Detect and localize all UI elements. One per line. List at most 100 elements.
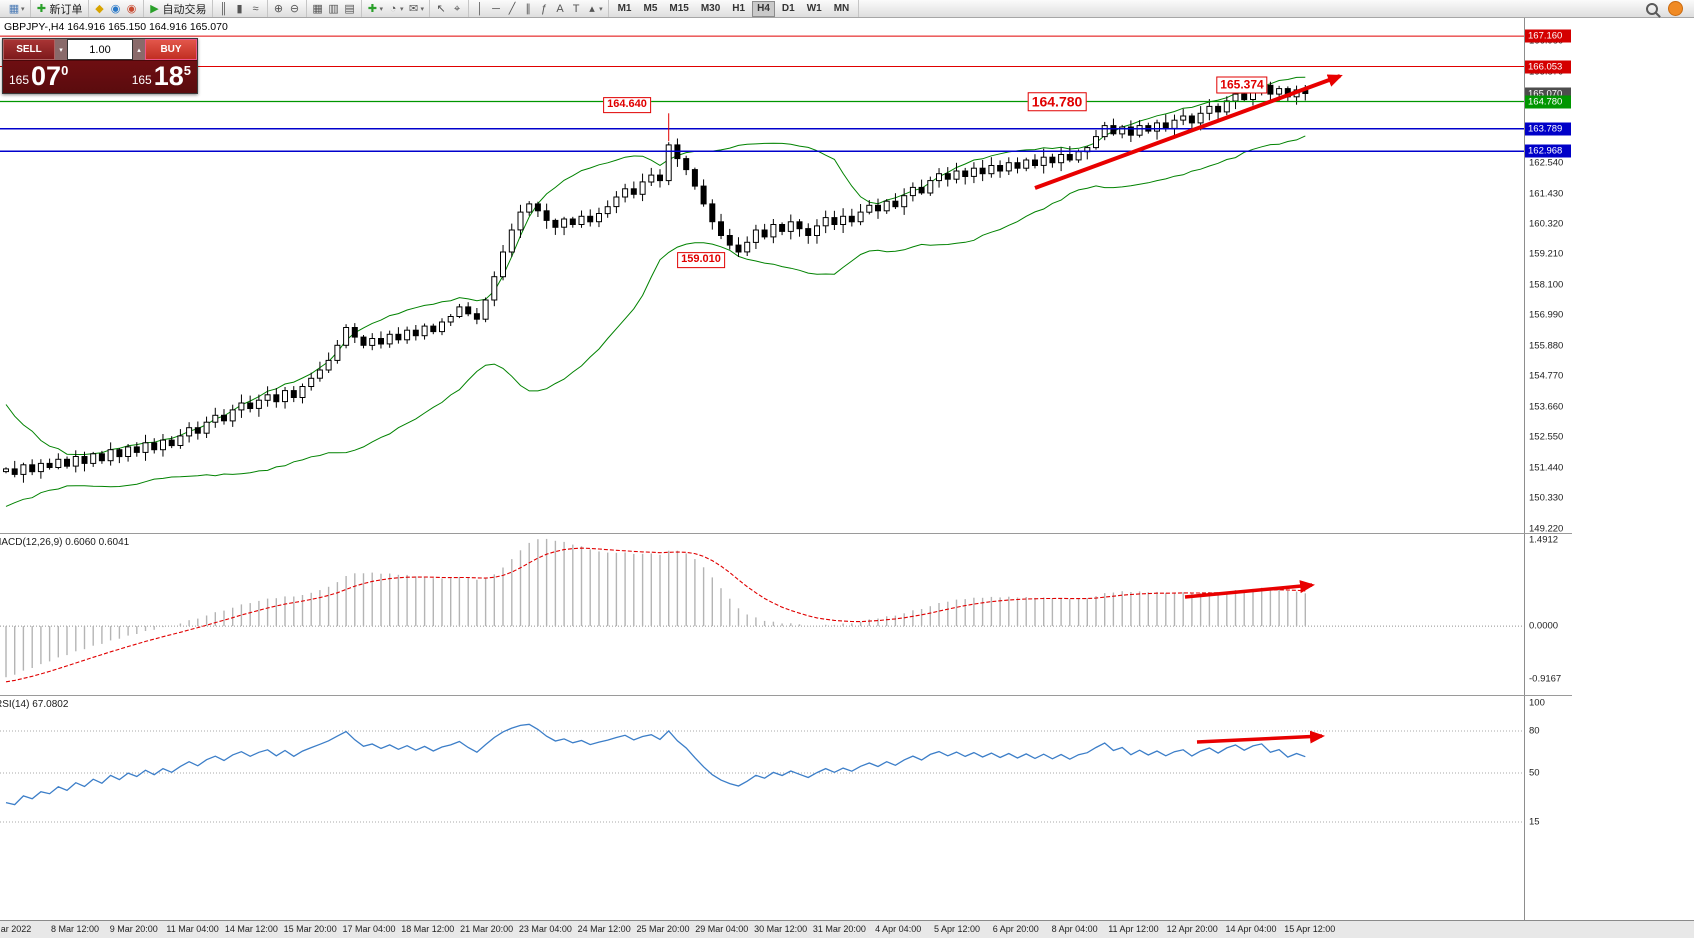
trend-arrow[interactable] xyxy=(1034,74,1343,190)
macd-histogram xyxy=(0,538,1524,678)
chat-icon[interactable]: ◉ xyxy=(108,1,124,17)
templates-icon[interactable]: ✉ ▾ xyxy=(406,1,427,17)
vertical-line-icon[interactable]: │ xyxy=(472,1,488,17)
candle xyxy=(37,459,44,479)
candle xyxy=(378,331,384,349)
resistance-label: 164.780 xyxy=(1027,91,1087,112)
rsi-scale-tick: 50 xyxy=(1529,767,1540,779)
buy-price-display[interactable]: 165 18 5 xyxy=(132,63,191,90)
candle xyxy=(142,434,149,461)
new-order-button-glyph: ✚ xyxy=(36,2,47,15)
chart-canvas[interactable] xyxy=(0,18,1524,920)
candle xyxy=(29,459,36,476)
chevron-down-icon: ▾ xyxy=(21,5,25,13)
indicators-icon[interactable]: ✚ ▾ xyxy=(365,1,386,17)
timeframe-d1[interactable]: D1 xyxy=(777,1,800,17)
candle xyxy=(726,228,733,250)
fibonacci-icon[interactable]: ƒ xyxy=(536,1,552,17)
candle xyxy=(203,416,210,438)
label-icon[interactable]: T xyxy=(568,1,584,17)
sell-price-display[interactable]: 165 07 0 xyxy=(9,63,68,90)
macd-signal-line xyxy=(5,547,1306,683)
candle xyxy=(927,176,934,196)
candle xyxy=(1005,157,1012,175)
trend-arrow[interactable] xyxy=(1196,730,1325,744)
candle xyxy=(299,383,306,404)
arrange-windows-icon[interactable]: ▤ xyxy=(342,1,358,17)
candle xyxy=(482,297,489,323)
periods-icon[interactable]: ◔ ▾ xyxy=(385,1,406,17)
candlestick-series xyxy=(3,77,1309,483)
timeframe-m1[interactable]: M1 xyxy=(613,1,637,17)
timeframe-m15[interactable]: M15 xyxy=(664,1,693,17)
line-chart-icon[interactable]: ≈ xyxy=(248,1,264,17)
volume-increase-button[interactable]: ▴ xyxy=(133,39,145,60)
time-tick: 30 Mar 12:00 xyxy=(754,924,808,934)
shapes-icon-glyph: ▴ xyxy=(589,2,595,15)
search-icon[interactable] xyxy=(1646,2,1658,15)
candle xyxy=(221,409,227,425)
price-tick: 151.440 xyxy=(1529,462,1564,474)
trend-arrow[interactable] xyxy=(1184,580,1315,599)
new-order-button[interactable]: ✚ 新订单 xyxy=(34,1,85,17)
candle xyxy=(1119,124,1126,139)
candle xyxy=(308,372,315,391)
profile-icon[interactable] xyxy=(1668,1,1683,16)
swing-low-label: 159.010 xyxy=(677,252,725,268)
cursor-icon[interactable]: ↖ xyxy=(433,1,449,17)
timeframe-m5[interactable]: M5 xyxy=(638,1,662,17)
candle xyxy=(334,340,341,364)
news-icon[interactable]: ◉ xyxy=(124,1,140,17)
candle xyxy=(1049,153,1056,168)
channel-icon[interactable]: ∥ xyxy=(520,1,536,17)
zoom-in-icon[interactable]: ⊕ xyxy=(271,1,287,17)
timeframe-mn[interactable]: MN xyxy=(829,1,855,17)
zoom-out-icon[interactable]: ⊖ xyxy=(287,1,303,17)
price-tick: 152.550 xyxy=(1529,431,1564,443)
timeframe-h1[interactable]: H1 xyxy=(727,1,750,17)
candle xyxy=(282,387,288,409)
rsi-panel-divider[interactable] xyxy=(0,695,1572,696)
tile-windows-icon-glyph: ▦ xyxy=(312,2,323,15)
trendline-icon[interactable]: ╱ xyxy=(504,1,520,17)
candle xyxy=(1267,81,1274,101)
crosshair-icon[interactable]: ⌖ xyxy=(449,1,465,17)
macd-panel-divider[interactable] xyxy=(0,533,1572,534)
chevron-down-icon: ▾ xyxy=(400,5,404,13)
timeframe-h4[interactable]: H4 xyxy=(752,0,775,17)
candle xyxy=(648,167,655,186)
shapes-icon[interactable]: ▴ ▾ xyxy=(584,1,605,17)
timeframe-w1[interactable]: W1 xyxy=(802,1,827,17)
tile-windows-icon[interactable]: ▦ xyxy=(310,1,326,17)
volume-input[interactable] xyxy=(67,39,133,60)
calendar-icon[interactable]: ◆ xyxy=(92,1,108,17)
toolbar-group: │ ─ ╱ ∥ ƒ A T ▴ ▾ xyxy=(469,0,609,17)
volume-decrease-button[interactable]: ▾ xyxy=(55,39,67,60)
candle xyxy=(517,204,524,238)
buy-button[interactable]: BUY xyxy=(145,39,197,60)
candle xyxy=(752,224,759,249)
price-scale[interactable]: 166.980165.870164.760163.650162.540161.4… xyxy=(1524,18,1594,920)
candle xyxy=(64,456,70,469)
time-tick: 15 Apr 12:00 xyxy=(1284,924,1336,934)
sell-button[interactable]: SELL xyxy=(3,39,55,60)
bar-chart-icon[interactable]: ║ xyxy=(216,1,232,17)
timeframe-m30[interactable]: M30 xyxy=(696,1,725,17)
candle xyxy=(665,142,672,186)
time-tick: 21 Mar 20:00 xyxy=(460,924,514,934)
candle xyxy=(316,361,323,382)
candle xyxy=(936,168,942,188)
new-chart-icon[interactable]: ▦ ▾ xyxy=(6,1,27,17)
candlestick-chart-icon[interactable]: ▮ xyxy=(232,1,248,17)
candle xyxy=(1154,119,1160,140)
zoom-in-icon-glyph: ⊕ xyxy=(273,2,284,15)
macd-scale-tick: 0.0000 xyxy=(1529,620,1559,632)
text-icon[interactable]: A xyxy=(552,1,568,17)
time-scale[interactable]: ar 2022 8 Mar 12:00 9 Mar 20:00 11 Mar 04:0… xyxy=(0,920,1694,938)
toolbar-group: ✚ ▾ ◔ ▾ ✉ ▾ xyxy=(362,0,431,17)
price-level-tag: 167.160 xyxy=(1525,29,1571,43)
autotrade-button[interactable]: ▶ 自动交易 xyxy=(147,1,209,17)
horizontal-line-icon[interactable]: ─ xyxy=(488,1,504,17)
candle xyxy=(596,207,602,228)
cascade-windows-icon[interactable]: ▥ xyxy=(326,1,342,17)
